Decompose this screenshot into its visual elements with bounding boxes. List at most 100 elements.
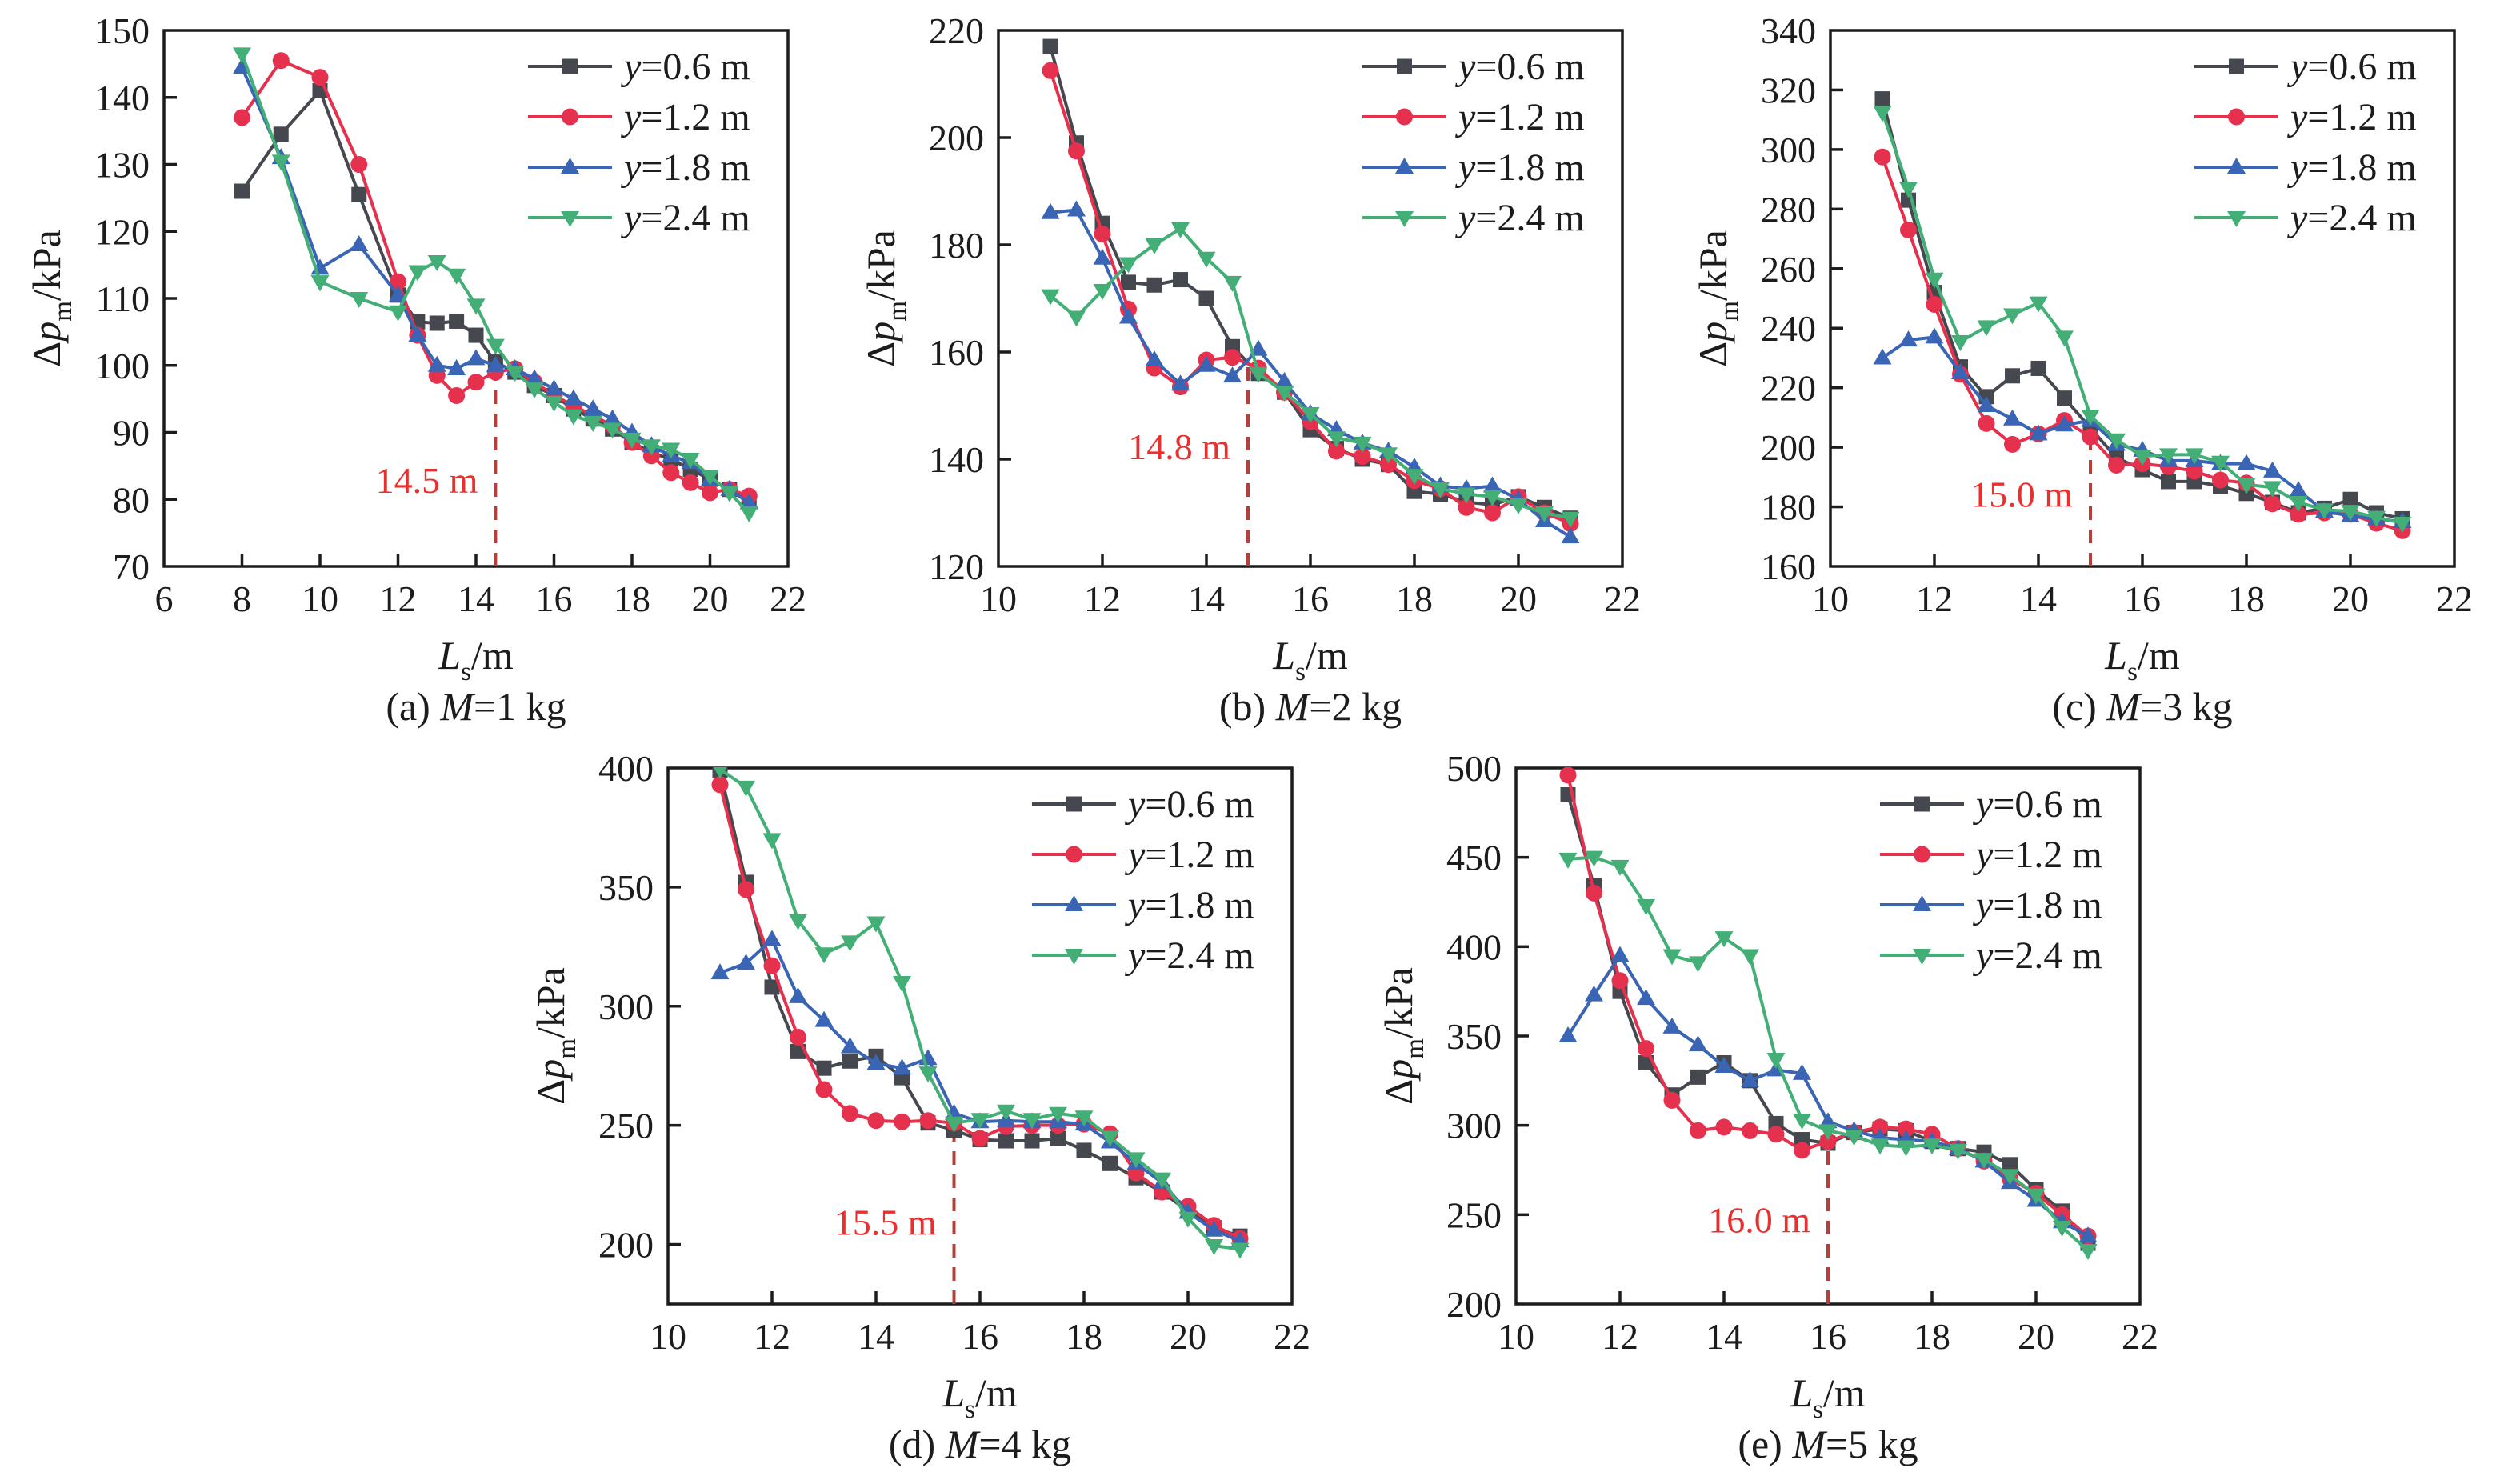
marker-circle [919, 1112, 937, 1130]
x-tick-label: 10 [1812, 578, 1849, 619]
y-tick-label: 320 [1761, 70, 1816, 110]
marker-square [1198, 290, 1214, 306]
marker-square [1690, 1069, 1706, 1085]
y-tick-label: 220 [1761, 368, 1816, 409]
annotation: 15.0 m [1970, 429, 2092, 566]
marker-circle [662, 464, 680, 482]
marker-square [1050, 1130, 1066, 1146]
y-tick-label: 220 [929, 10, 984, 51]
marker-circle [1354, 448, 1371, 466]
marker-circle [2108, 456, 2125, 474]
marker-triangle-up [2055, 415, 2074, 432]
y-tick-label: 160 [929, 332, 984, 373]
marker-triangle-down [2107, 433, 2126, 450]
marker-circle [1458, 498, 1475, 516]
marker-triangle-up [1561, 527, 1580, 544]
marker-triangle-down [1145, 238, 1164, 254]
marker-triangle-down [447, 268, 466, 285]
marker-square [842, 1053, 858, 1069]
legend-label: y=1.8 m [1972, 884, 2102, 926]
marker-triangle-down [2211, 455, 2230, 472]
threshold-label: 15.5 m [834, 1202, 937, 1243]
annotation: 16.0 m [1708, 1143, 1830, 1304]
marker-circle [894, 1113, 910, 1130]
annotation: 14.8 m [1128, 362, 1250, 566]
marker-triangle-down [1925, 272, 1944, 289]
marker-triangle-up [2227, 158, 2246, 174]
marker-triangle-up [1119, 307, 1138, 324]
marker-circle [272, 52, 290, 70]
x-tick-label: 20 [2332, 578, 2369, 619]
legend: y=0.6 m y=1.2 m y=1.8 m y=2.4 m [1362, 46, 1585, 239]
x-tick-label: 22 [770, 578, 806, 619]
legend: y=0.6 m y=1.2 m y=1.8 m y=2.4 m [528, 46, 750, 239]
marker-triangle-down [1741, 949, 1759, 966]
marker-triangle-up [2029, 424, 2048, 441]
y-tick-label: 200 [598, 1225, 654, 1266]
marker-square [1173, 272, 1188, 288]
x-tick-label: 12 [380, 578, 417, 619]
chart-b-canvas: 10 12 14 16 18 20 22 120 140 160 180 200 220 Ls/m Δpm/… [858, 10, 1641, 729]
marker-triangle-up [1610, 946, 1630, 962]
marker-triangle-up [1065, 895, 1083, 911]
chart-caption: (d) M=4 kg [889, 1422, 1071, 1466]
y-tick-label: 450 [1446, 838, 1502, 878]
marker-triangle-down [662, 442, 681, 459]
x-tick-label: 10 [1498, 1316, 1534, 1357]
marker-triangle-up [1067, 200, 1086, 217]
x-tick-label: 18 [1914, 1316, 1950, 1357]
marker-square [468, 327, 484, 343]
svg-text:Δpm/kPa: Δpm/kPa [528, 967, 582, 1105]
y-tick-label: 250 [598, 1106, 654, 1146]
y-tick-label: 300 [598, 986, 654, 1027]
marker-circle [815, 1081, 833, 1098]
marker-triangle-down [233, 47, 251, 64]
marker-triangle-up [1913, 895, 1931, 911]
marker-triangle-up [1951, 363, 1970, 380]
marker-triangle-down [997, 1104, 1015, 1121]
marker-circle [390, 273, 406, 290]
marker-square [2161, 474, 2176, 490]
marker-circle [682, 474, 699, 491]
legend-label: y=1.8 m [2286, 146, 2417, 189]
marker-triangle-down [1065, 949, 1083, 965]
marker-triangle-down [1585, 850, 1603, 867]
marker-triangle-down [2185, 448, 2204, 465]
marker-triangle-down [893, 976, 911, 992]
legend-label: y=2.4 m [2286, 197, 2417, 239]
marker-triangle-down [918, 1066, 938, 1083]
marker-triangle-down [583, 415, 602, 432]
y-tick-label: 300 [1446, 1106, 1502, 1146]
marker-circle [1396, 108, 1413, 126]
chart-d: 10 12 14 16 18 20 22 200 250 300 350 400 Ls/m Δpm/kPa… [516, 744, 1356, 1480]
y-tick-label: 110 [96, 278, 150, 319]
marker-triangle-down [2078, 1244, 2098, 1260]
y-tick-label: 260 [1761, 249, 1816, 290]
marker-triangle-up [561, 158, 579, 174]
marker-triangle-up [1171, 374, 1190, 391]
threshold-label: 14.8 m [1128, 426, 1230, 467]
marker-square [2005, 368, 2020, 384]
marker-triangle-down [970, 1113, 990, 1130]
svg-text:Δpm/kPa: Δpm/kPa [1376, 967, 1430, 1105]
x-tick-label: 14 [2020, 578, 2057, 619]
marker-triangle-up [1205, 1220, 1223, 1237]
marker-triangle-down [2367, 510, 2386, 527]
x-axis-title: Ls/m [942, 1370, 1018, 1424]
x-tick-label: 14 [858, 1316, 894, 1357]
marker-triangle-up [408, 326, 427, 342]
marker-triangle-down [1793, 1113, 1811, 1130]
marker-triangle-down [701, 469, 719, 486]
marker-circle [1715, 1118, 1733, 1136]
threshold-label: 16.0 m [1708, 1200, 1810, 1241]
marker-triangle-down [2393, 517, 2412, 534]
chart-a: 6 8 10 12 14 16 18 20 22 70 80 90 100 110 120 130 140 150… [12, 6, 852, 742]
legend-label: y=0.6 m [2286, 46, 2417, 88]
y-tick-label: 120 [94, 211, 150, 252]
marker-triangle-down [1922, 1138, 1942, 1155]
legend-label: y=2.4 m [1972, 934, 2102, 977]
marker-triangle-down [2081, 410, 2100, 426]
marker-triangle-down [1223, 275, 1242, 292]
marker-circle [1559, 767, 1577, 784]
y-tick-label: 340 [1761, 10, 1816, 51]
